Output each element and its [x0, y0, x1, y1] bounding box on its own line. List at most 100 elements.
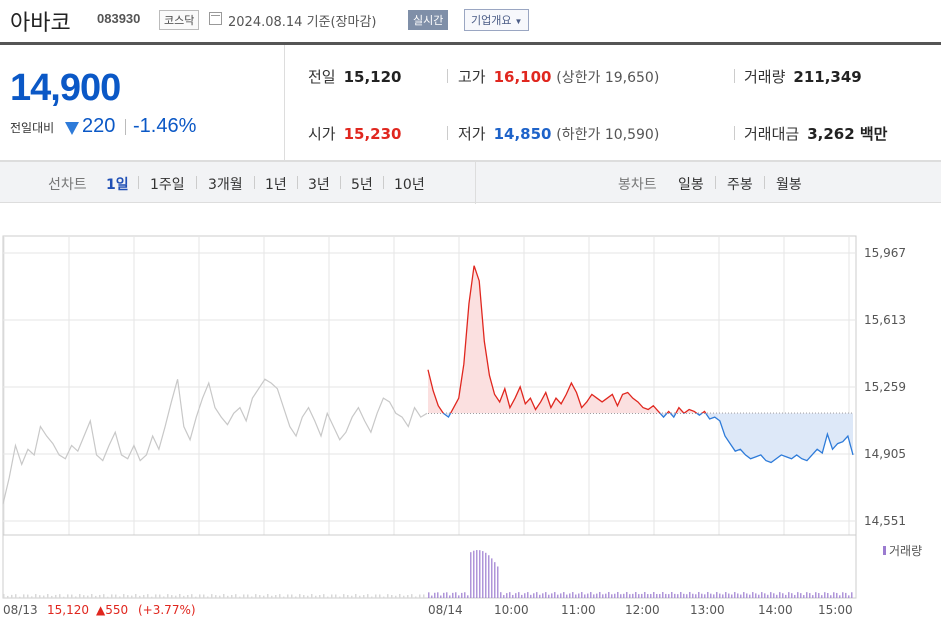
volume-bar: [527, 592, 529, 598]
volume-bar: [551, 593, 553, 598]
volume-bar: [704, 594, 706, 598]
volume-bar: [647, 594, 649, 598]
volume-bar-prev: [71, 594, 73, 598]
today-line-down: [442, 413, 854, 464]
volume-bar: [560, 593, 562, 598]
volume-bar-prev: [279, 594, 281, 598]
tab-5year[interactable]: 5년: [351, 177, 373, 193]
volume-bar: [713, 594, 715, 598]
realtime-button[interactable]: 실시간: [408, 10, 449, 30]
volume-bar-prev: [367, 594, 369, 598]
company-info-label: 기업개요: [471, 15, 512, 27]
volume-bar-prev: [391, 595, 393, 598]
volume-bar: [554, 592, 556, 598]
volume-bar-prev: [15, 594, 17, 598]
volume-bar: [524, 593, 526, 598]
volume-bar-prev: [111, 594, 113, 598]
tab-weekly-candle[interactable]: 주봉: [727, 177, 753, 193]
volume-bar-prev: [175, 595, 177, 598]
volume-bar: [761, 592, 763, 598]
volume-bar-prev: [31, 596, 33, 598]
volume-bar: [587, 593, 589, 598]
volume-bar: [458, 595, 460, 598]
volume-bar: [626, 592, 628, 598]
volume-bar-prev: [371, 596, 373, 598]
volume-bar: [740, 594, 742, 598]
volume-bar: [635, 592, 637, 598]
volume-bar: [839, 595, 841, 598]
volume-bar-prev: [399, 594, 401, 598]
volume-bar: [464, 592, 466, 598]
volume-bar: [563, 592, 565, 598]
volume-bar: [746, 593, 748, 598]
volume-bar: [443, 592, 445, 598]
volume-bar: [530, 594, 532, 598]
tab-divider: [715, 176, 716, 189]
calendar-icon: [209, 12, 222, 25]
volume-bar-prev: [143, 594, 145, 598]
volume-bar-prev: [7, 595, 9, 598]
volume-bar: [632, 593, 634, 598]
volume-bar: [602, 594, 604, 598]
volume-bar: [638, 594, 640, 598]
volume-bar-prev: [155, 594, 157, 598]
volume-bar: [599, 592, 601, 598]
volume-bar: [656, 593, 658, 598]
tab-1day[interactable]: 1일: [106, 177, 129, 193]
tab-daily-candle[interactable]: 일봉: [678, 177, 704, 193]
volume-bar: [584, 594, 586, 598]
volume-bar-prev: [363, 595, 365, 598]
volume-bar: [818, 593, 820, 598]
volume-bar: [491, 558, 493, 598]
volume-bar-prev: [411, 594, 413, 598]
volume-bar-prev: [211, 594, 213, 598]
y-tick-label: 15,613: [864, 313, 906, 327]
tab-10year[interactable]: 10년: [394, 177, 425, 193]
stat-label: 거래량: [744, 68, 786, 86]
volume-bar-prev: [407, 595, 409, 598]
volume-bar: [569, 593, 571, 598]
volume-bar: [851, 592, 853, 598]
current-price-box: 14,900 전일대비 220 -1.46%: [0, 45, 285, 160]
y-tick-label: 14,905: [864, 447, 906, 461]
volume-bar: [743, 592, 745, 598]
volume-bar: [614, 593, 616, 598]
volume-bar-prev: [39, 595, 41, 598]
company-info-dropdown[interactable]: 기업개요 ▼: [464, 9, 530, 31]
volume-bar-prev: [235, 594, 237, 598]
volume-bar-prev: [303, 595, 305, 598]
volume-bar: [830, 595, 832, 598]
stock-code: 083930: [97, 11, 141, 26]
volume-bar-prev: [267, 594, 269, 598]
volume-bar: [803, 595, 805, 598]
volume-bar: [452, 592, 454, 598]
tab-3month[interactable]: 3개월: [208, 177, 243, 193]
volume-bar: [644, 592, 646, 598]
volume-bar-prev: [107, 596, 109, 598]
volume-bar: [518, 592, 520, 598]
line-chart-label: 선차트: [48, 177, 87, 193]
tab-1week[interactable]: 1주일: [150, 177, 185, 193]
x-tick-label: 15:00: [818, 603, 853, 617]
volume-bar-prev: [423, 594, 425, 598]
volume-bar: [821, 595, 823, 598]
volume-bar-prev: [275, 594, 277, 598]
tab-3year[interactable]: 3년: [308, 177, 330, 193]
prev-day-line: [2, 378, 428, 505]
volume-bar-prev: [419, 594, 421, 598]
stat-value: 16,100: [493, 68, 552, 86]
prev-day-pct: (+3.77%): [138, 603, 196, 617]
volume-bar-prev: [147, 594, 149, 598]
tab-monthly-candle[interactable]: 월봉: [776, 177, 802, 193]
volume-bar-prev: [47, 594, 49, 598]
volume-bar: [782, 593, 784, 598]
tab-1year[interactable]: 1년: [265, 177, 287, 193]
volume-bar: [542, 593, 544, 598]
volume-bar-prev: [319, 595, 321, 598]
volume-bar: [428, 592, 430, 598]
volume-bar: [773, 593, 775, 598]
stock-header: 아바코 083930 코스닥 2024.08.14 기준(장마감) 실시간 기업…: [0, 0, 941, 42]
volume-bar-prev: [187, 594, 189, 598]
volume-bar-prev: [239, 596, 241, 598]
